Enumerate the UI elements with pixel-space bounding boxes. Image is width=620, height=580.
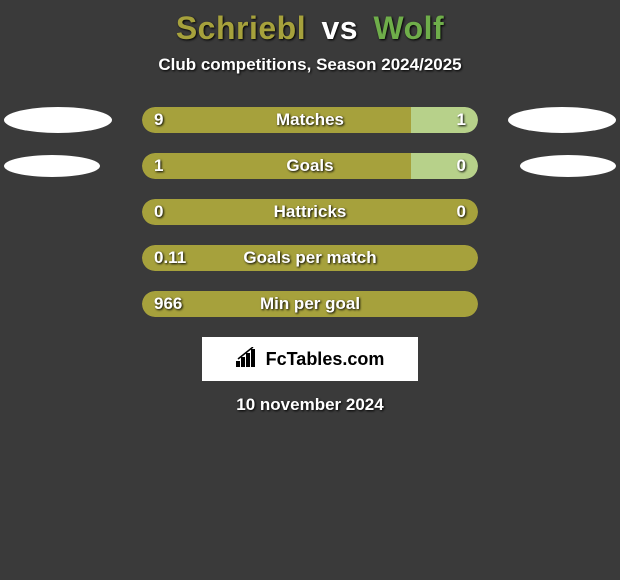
- title: Schriebl vs Wolf: [0, 0, 620, 47]
- brand-text: FcTables.com: [266, 349, 385, 370]
- stat-bar: Matches91: [142, 107, 478, 133]
- stat-row: Min per goal966: [0, 291, 620, 317]
- stat-bar-left-seg: [142, 107, 411, 133]
- stat-bar-full-seg: [142, 291, 478, 317]
- stat-bar-right-seg: [411, 107, 478, 133]
- stat-bar: Hattricks00: [142, 199, 478, 225]
- brand-logo-icon: [236, 347, 260, 372]
- stat-bar: Goals10: [142, 153, 478, 179]
- stat-row: Matches91: [0, 107, 620, 133]
- stat-bar: Min per goal966: [142, 291, 478, 317]
- player2-avatar: [508, 107, 616, 133]
- title-vs: vs: [321, 10, 358, 46]
- stat-row: Hattricks00: [0, 199, 620, 225]
- stats-list: Matches91 Goals10 Hattricks00 Goals per mat…: [0, 107, 620, 317]
- stat-row: Goals per match0.11: [0, 245, 620, 271]
- player1-avatar: [4, 107, 112, 133]
- player1-name: Schriebl: [176, 10, 306, 46]
- stat-bar-left-seg: [142, 153, 411, 179]
- subtitle: Club competitions, Season 2024/2025: [0, 55, 620, 75]
- comparison-card: Schriebl vs Wolf Club competitions, Seas…: [0, 0, 620, 580]
- brand-box: FcTables.com: [202, 337, 418, 381]
- stat-bar-full-seg: [142, 245, 478, 271]
- stat-bar-right-seg: [411, 153, 478, 179]
- player2-avatar: [520, 155, 616, 177]
- stat-row: Goals10: [0, 153, 620, 179]
- player1-avatar: [4, 155, 100, 177]
- stat-bar-full-seg: [142, 199, 478, 225]
- stat-bar: Goals per match0.11: [142, 245, 478, 271]
- date-label: 10 november 2024: [0, 395, 620, 415]
- player2-name: Wolf: [373, 10, 444, 46]
